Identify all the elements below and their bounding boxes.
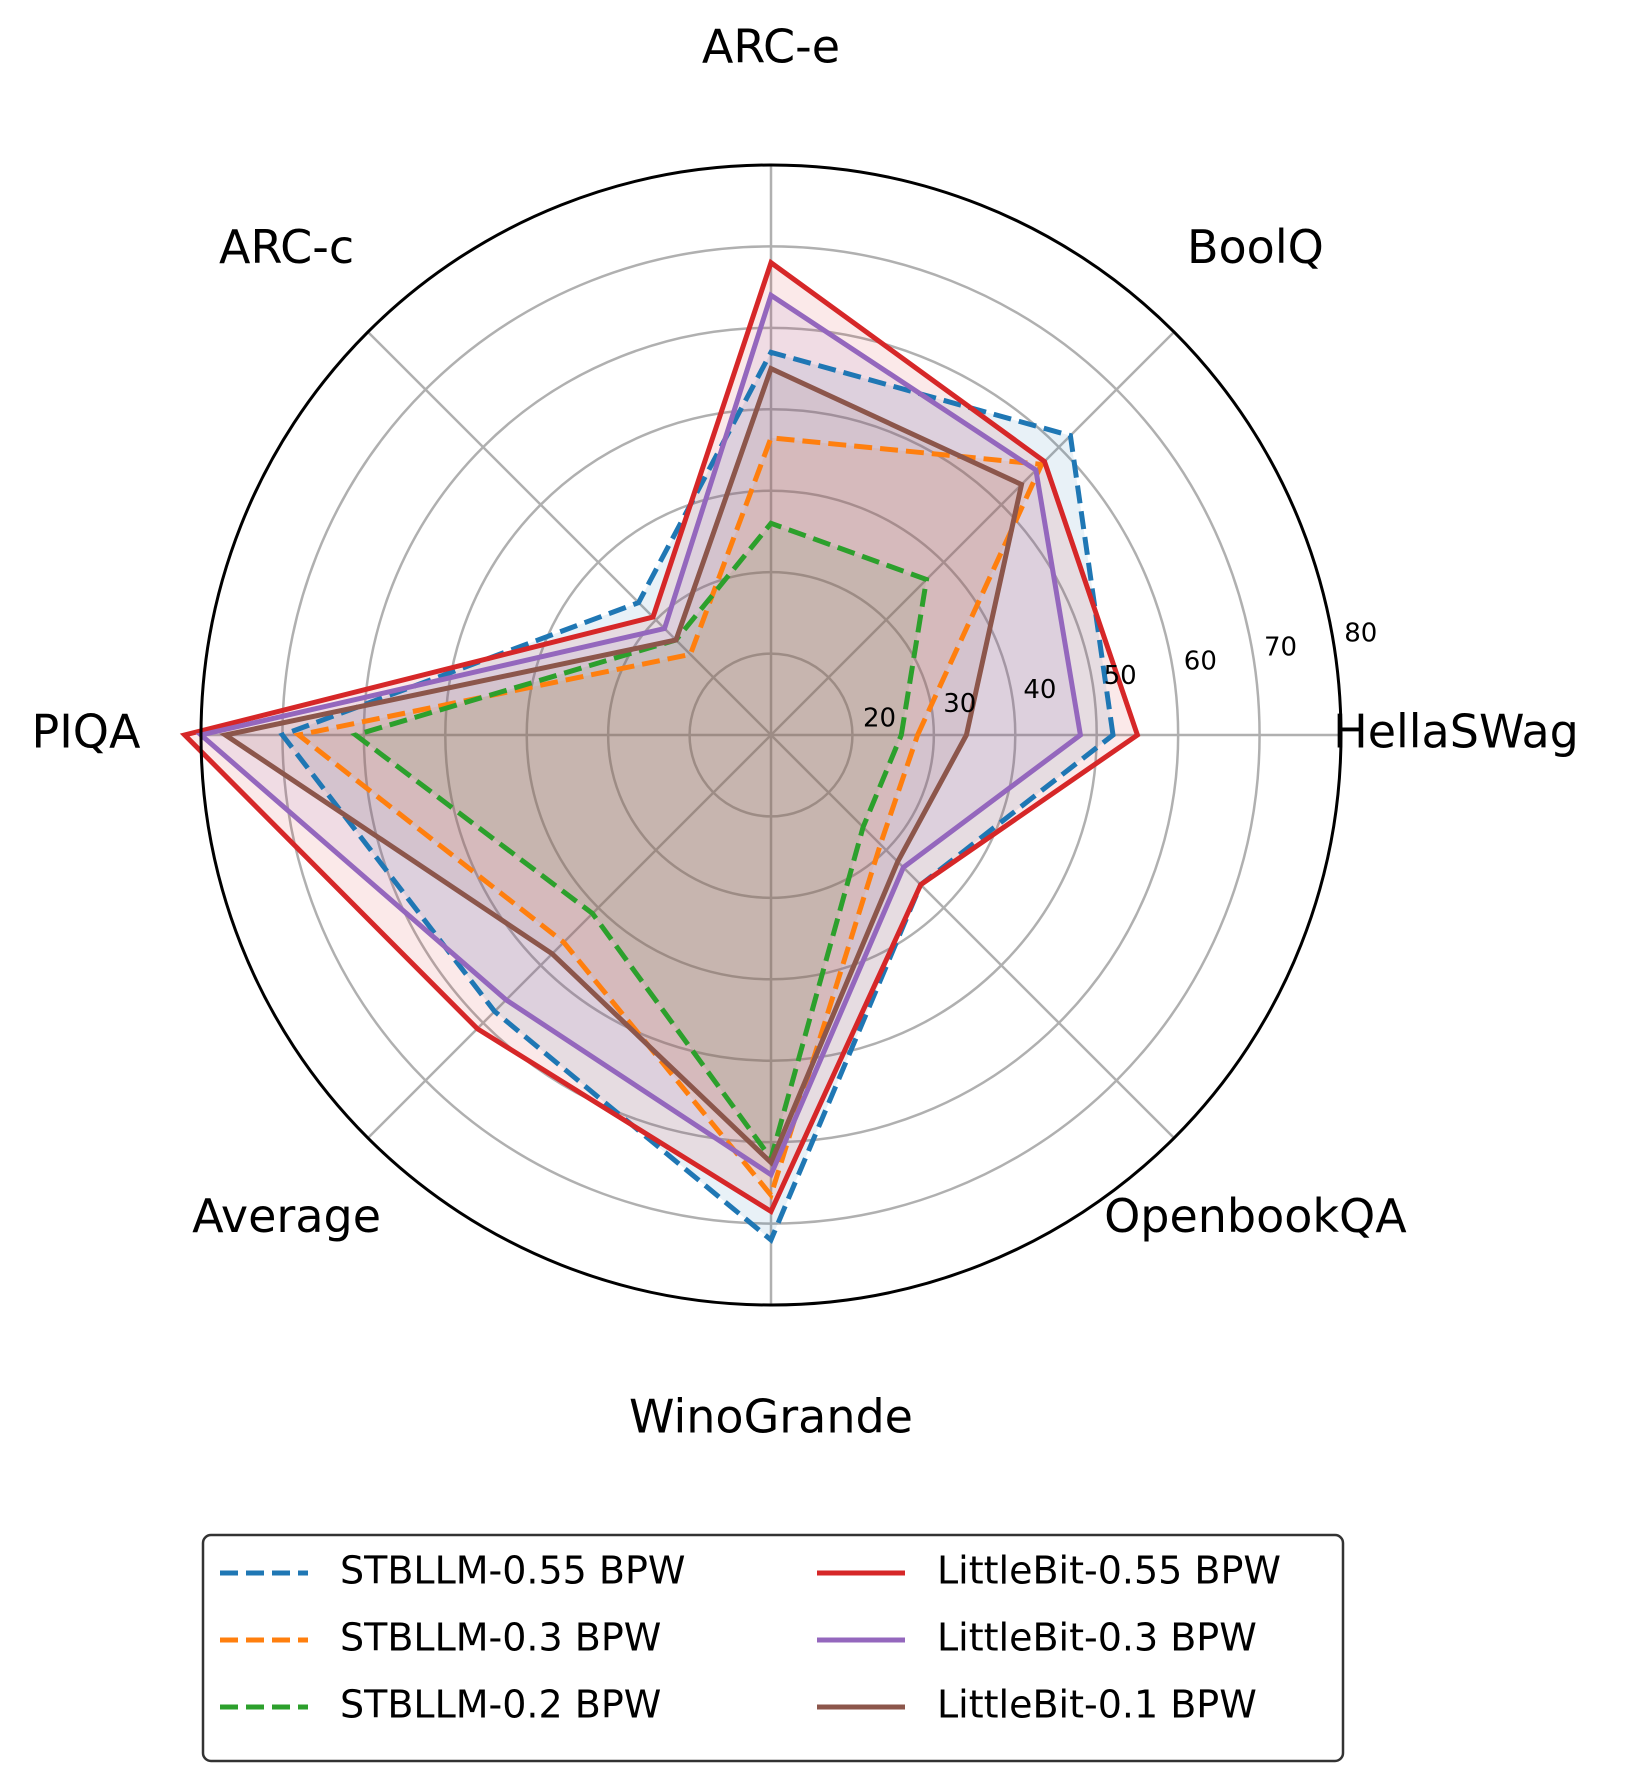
legend-label-littlebit-0-3-bpw: LittleBit-0.3 BPW: [937, 1616, 1257, 1660]
legend-label-stbllm-0-3-bpw: STBLLM-0.3 BPW: [340, 1616, 661, 1660]
spoke-average: [367, 734, 772, 1139]
axis-label-boolq: BoolQ: [1187, 220, 1324, 274]
series-line-stbllm-0-3-bpw: [292, 435, 1046, 1201]
tick-label-60: 60: [1184, 647, 1217, 677]
series-fill-littlebit-0-1-bpw: [225, 368, 1022, 1163]
legend-items: STBLLM-0.55 BPW STBLLM-0.3 BPW STBLLM-0.2 …: [220, 1549, 1281, 1727]
outer-ring: [199, 163, 1343, 1307]
tick-label-50: 50: [1104, 661, 1137, 691]
series-fill-stbllm-0-55-bpw: [282, 352, 1113, 1240]
legend-label-littlebit-0-55-bpw: LittleBit-0.55 BPW: [937, 1549, 1281, 1593]
spoke-openbookqa: [770, 734, 1175, 1139]
series-fill-layer: [184, 262, 1138, 1240]
axis-label-arc-c: ARC-c: [219, 220, 354, 274]
tick-label-80: 80: [1344, 618, 1377, 648]
tick-label-40: 40: [1023, 675, 1056, 705]
series-fill-littlebit-0-55-bpw: [184, 262, 1138, 1212]
tick-label-70: 70: [1264, 633, 1297, 663]
axis-label-arc-e: ARC-e: [702, 20, 840, 74]
series-fill-stbllm-0-2-bpw: [355, 523, 927, 1159]
spoke-boolq: [770, 331, 1175, 736]
legend-box: [201, 1533, 1345, 1763]
radial-tick-layer: 20 30 40 50 60 70 80: [863, 618, 1377, 733]
spoke-arc-c: [367, 331, 772, 736]
axis-label-hellaswag: HellaSWag: [1333, 705, 1579, 759]
tick-label-30: 30: [943, 689, 976, 719]
legend-label-stbllm-0-2-bpw: STBLLM-0.2 BPW: [340, 1683, 661, 1727]
axis-label-openbookqa: OpenbookQA: [1104, 1189, 1407, 1243]
axis-label-layer: HellaSWag BoolQ ARC-e ARC-c PIQA Average WinoG…: [32, 20, 1579, 1444]
series-fill-stbllm-0-3-bpw: [298, 437, 1042, 1196]
series-line-littlebit-0-1-bpw: [219, 365, 1025, 1167]
legend-label-littlebit-0-1-bpw: LittleBit-0.1 BPW: [937, 1683, 1257, 1727]
tick-label-20: 20: [863, 703, 896, 733]
axis-label-winogrande: WinoGrande: [629, 1390, 913, 1444]
series-line-stbllm-0-2-bpw: [350, 520, 930, 1165]
axis-label-piqa: PIQA: [32, 705, 142, 759]
axis-label-average: Average: [192, 1189, 381, 1243]
series-line-littlebit-0-55-bpw: [179, 258, 1141, 1216]
legend: STBLLM-0.55 BPW STBLLM-0.3 BPW STBLLM-0.2 …: [201, 1533, 1345, 1763]
legend-label-stbllm-0-55-bpw: STBLLM-0.55 BPW: [340, 1549, 686, 1593]
